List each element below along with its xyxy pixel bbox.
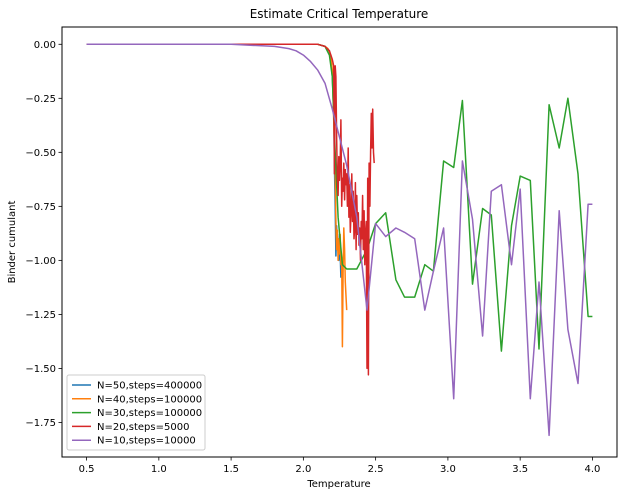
legend-label: N=50,steps=400000 <box>97 381 202 392</box>
y-tick-label: −0.75 <box>25 202 56 213</box>
y-tick-label: −0.25 <box>25 94 56 105</box>
x-tick-label: 2.5 <box>368 464 384 475</box>
legend-label: N=20,steps=5000 <box>97 422 189 433</box>
series-layer <box>86 43 593 437</box>
x-tick-label: 0.5 <box>79 464 95 475</box>
y-tick-label: −1.75 <box>25 418 56 429</box>
y-axis-label: Binder cumulant <box>7 201 18 284</box>
series-line-4 <box>86 43 375 376</box>
x-axis: 0.5 1.0 1.5 2.0 2.5 3.0 3.5 4.0 <box>79 457 600 475</box>
x-tick-label: 4.0 <box>584 464 600 475</box>
y-axis: 0.00 −0.25 −0.50 −0.75 −1.00 −1.25 −1.50 −1.75 <box>25 40 62 429</box>
x-axis-label: Temperature <box>306 479 370 490</box>
y-tick-label: −1.00 <box>25 256 56 267</box>
legend-label: N=10,steps=10000 <box>97 436 196 447</box>
x-tick-label: 3.5 <box>512 464 528 475</box>
x-tick-label: 3.0 <box>440 464 456 475</box>
x-tick-label: 1.0 <box>151 464 167 475</box>
y-tick-label: −1.50 <box>25 364 56 375</box>
y-tick-label: −1.25 <box>25 310 56 321</box>
x-tick-label: 1.5 <box>223 464 239 475</box>
y-tick-label: 0.00 <box>34 40 56 51</box>
x-tick-label: 2.0 <box>295 464 311 475</box>
series-line-5 <box>86 43 593 437</box>
plot-frame <box>61 26 618 458</box>
legend: N=50,steps=400000 N=40,steps=100000 N=30,s… <box>66 374 206 451</box>
chart-title: Estimate Critical Temperature <box>250 7 429 21</box>
legend-label: N=30,steps=100000 <box>97 408 202 419</box>
y-tick-label: −0.50 <box>25 148 56 159</box>
series-line-3 <box>86 43 593 352</box>
legend-box <box>66 374 206 451</box>
legend-label: N=40,steps=100000 <box>97 394 202 405</box>
